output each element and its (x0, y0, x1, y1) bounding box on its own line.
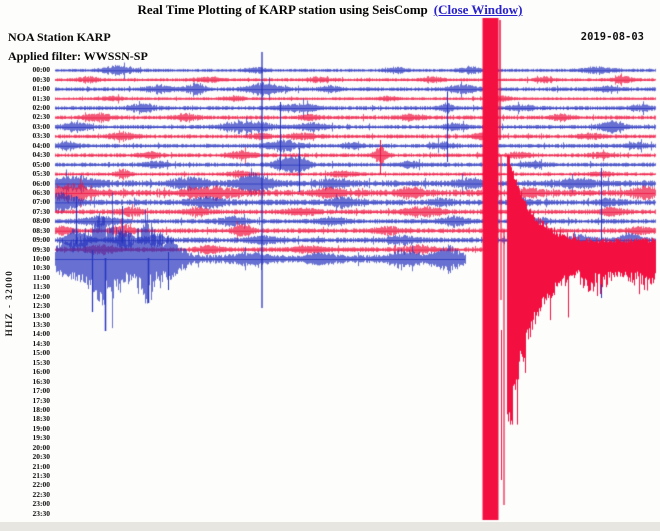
page-bottom-strip (0, 522, 660, 531)
